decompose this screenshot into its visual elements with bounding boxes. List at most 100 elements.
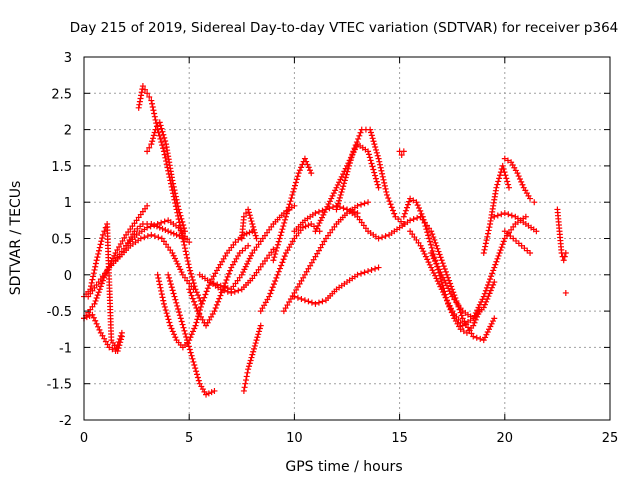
data-point-marker (240, 213, 247, 220)
data-point-marker (490, 281, 497, 288)
data-point-marker (303, 268, 310, 275)
data-point-marker (483, 237, 490, 244)
data-point-marker (99, 231, 106, 238)
data-point-marker (292, 179, 299, 186)
data-point-marker (372, 175, 379, 182)
data-point-marker (179, 232, 186, 239)
data-point-marker (438, 271, 445, 278)
data-point-marker (97, 241, 104, 248)
data-point-marker (435, 248, 442, 255)
data-point-marker (466, 327, 473, 334)
y-tick-label: 1.5 (51, 160, 72, 175)
data-point-marker (334, 203, 341, 210)
data-point-marker (189, 295, 196, 302)
data-point-marker (148, 141, 155, 148)
data-point-marker (169, 328, 176, 335)
data-point-marker (426, 261, 433, 268)
data-point-marker (227, 267, 234, 274)
data-point-marker (208, 389, 215, 396)
data-point-marker (312, 228, 319, 235)
data-point-marker (406, 198, 413, 205)
data-point-marker (291, 293, 298, 300)
data-point-marker (346, 162, 353, 169)
data-point-marker (179, 235, 186, 242)
data-point-marker (157, 135, 164, 142)
data-point-marker (317, 244, 324, 251)
data-point-marker (274, 241, 281, 248)
data-point-marker (353, 139, 360, 146)
data-point-marker (349, 151, 356, 158)
data-point-marker (464, 324, 471, 331)
data-point-marker (496, 250, 503, 257)
data-point-marker (495, 252, 502, 259)
data-point-marker (255, 331, 262, 338)
data-point-marker (245, 258, 252, 265)
data-point-marker (434, 278, 441, 285)
data-point-marker (498, 244, 505, 251)
data-point-marker (321, 238, 328, 245)
data-point-marker (174, 203, 181, 210)
data-point-marker (251, 226, 258, 233)
data-point-marker (298, 277, 305, 284)
data-point-marker (192, 365, 199, 372)
data-point-marker (373, 178, 380, 185)
data-point-marker (192, 286, 199, 293)
data-point-marker (144, 148, 151, 155)
data-point-marker (149, 104, 156, 111)
y-axis-label: SDTVAR / TECUs (8, 181, 24, 296)
data-point-marker (213, 301, 220, 308)
data-point-marker (246, 255, 253, 262)
data-point-marker (186, 346, 193, 353)
data-point-marker (301, 297, 308, 304)
data-point-marker (516, 175, 523, 182)
data-point-marker (180, 238, 187, 245)
data-point-marker (211, 387, 218, 394)
data-point-marker (484, 230, 491, 237)
y-tick-label: 2.5 (51, 87, 72, 102)
y-tick-label: 3 (64, 51, 72, 66)
data-point-marker (373, 146, 380, 153)
data-point-marker (194, 371, 201, 378)
data-point-marker (160, 131, 167, 138)
data-point-marker (382, 233, 389, 240)
data-point-marker (443, 297, 450, 304)
data-point-marker (91, 266, 98, 273)
data-point-marker (439, 260, 446, 267)
data-point-marker (477, 335, 484, 342)
data-point-marker (172, 190, 179, 197)
data-point-marker (485, 293, 492, 300)
data-point-marker (156, 224, 163, 231)
data-point-marker (372, 144, 379, 151)
series-track-o (240, 322, 264, 394)
data-point-marker (365, 199, 372, 206)
data-point-marker (502, 172, 509, 179)
data-point-marker (194, 374, 201, 381)
data-point-marker (377, 164, 384, 171)
data-point-marker (434, 263, 441, 270)
data-point-marker (294, 173, 301, 180)
data-point-marker (244, 260, 251, 267)
data-point-marker (461, 318, 468, 325)
data-point-marker (254, 334, 261, 341)
data-point-marker (499, 162, 506, 169)
data-point-marker (175, 206, 182, 213)
data-point-marker (356, 132, 363, 139)
data-point-marker (358, 270, 365, 277)
data-point-marker (496, 172, 503, 179)
data-point-marker (487, 323, 494, 330)
data-point-marker (184, 254, 191, 261)
data-point-marker (280, 223, 287, 230)
data-point-marker (484, 296, 491, 302)
data-point-marker (420, 248, 427, 255)
data-point-marker (400, 148, 407, 155)
data-point-marker (154, 271, 161, 278)
data-point-marker (379, 170, 386, 177)
data-point-marker (305, 298, 312, 305)
data-point-marker (205, 390, 212, 397)
data-point-marker (160, 145, 167, 152)
data-point-marker (501, 169, 508, 176)
data-point-marker (149, 100, 156, 107)
data-point-marker (491, 264, 498, 271)
data-point-marker (459, 315, 466, 322)
data-point-marker (315, 222, 322, 229)
